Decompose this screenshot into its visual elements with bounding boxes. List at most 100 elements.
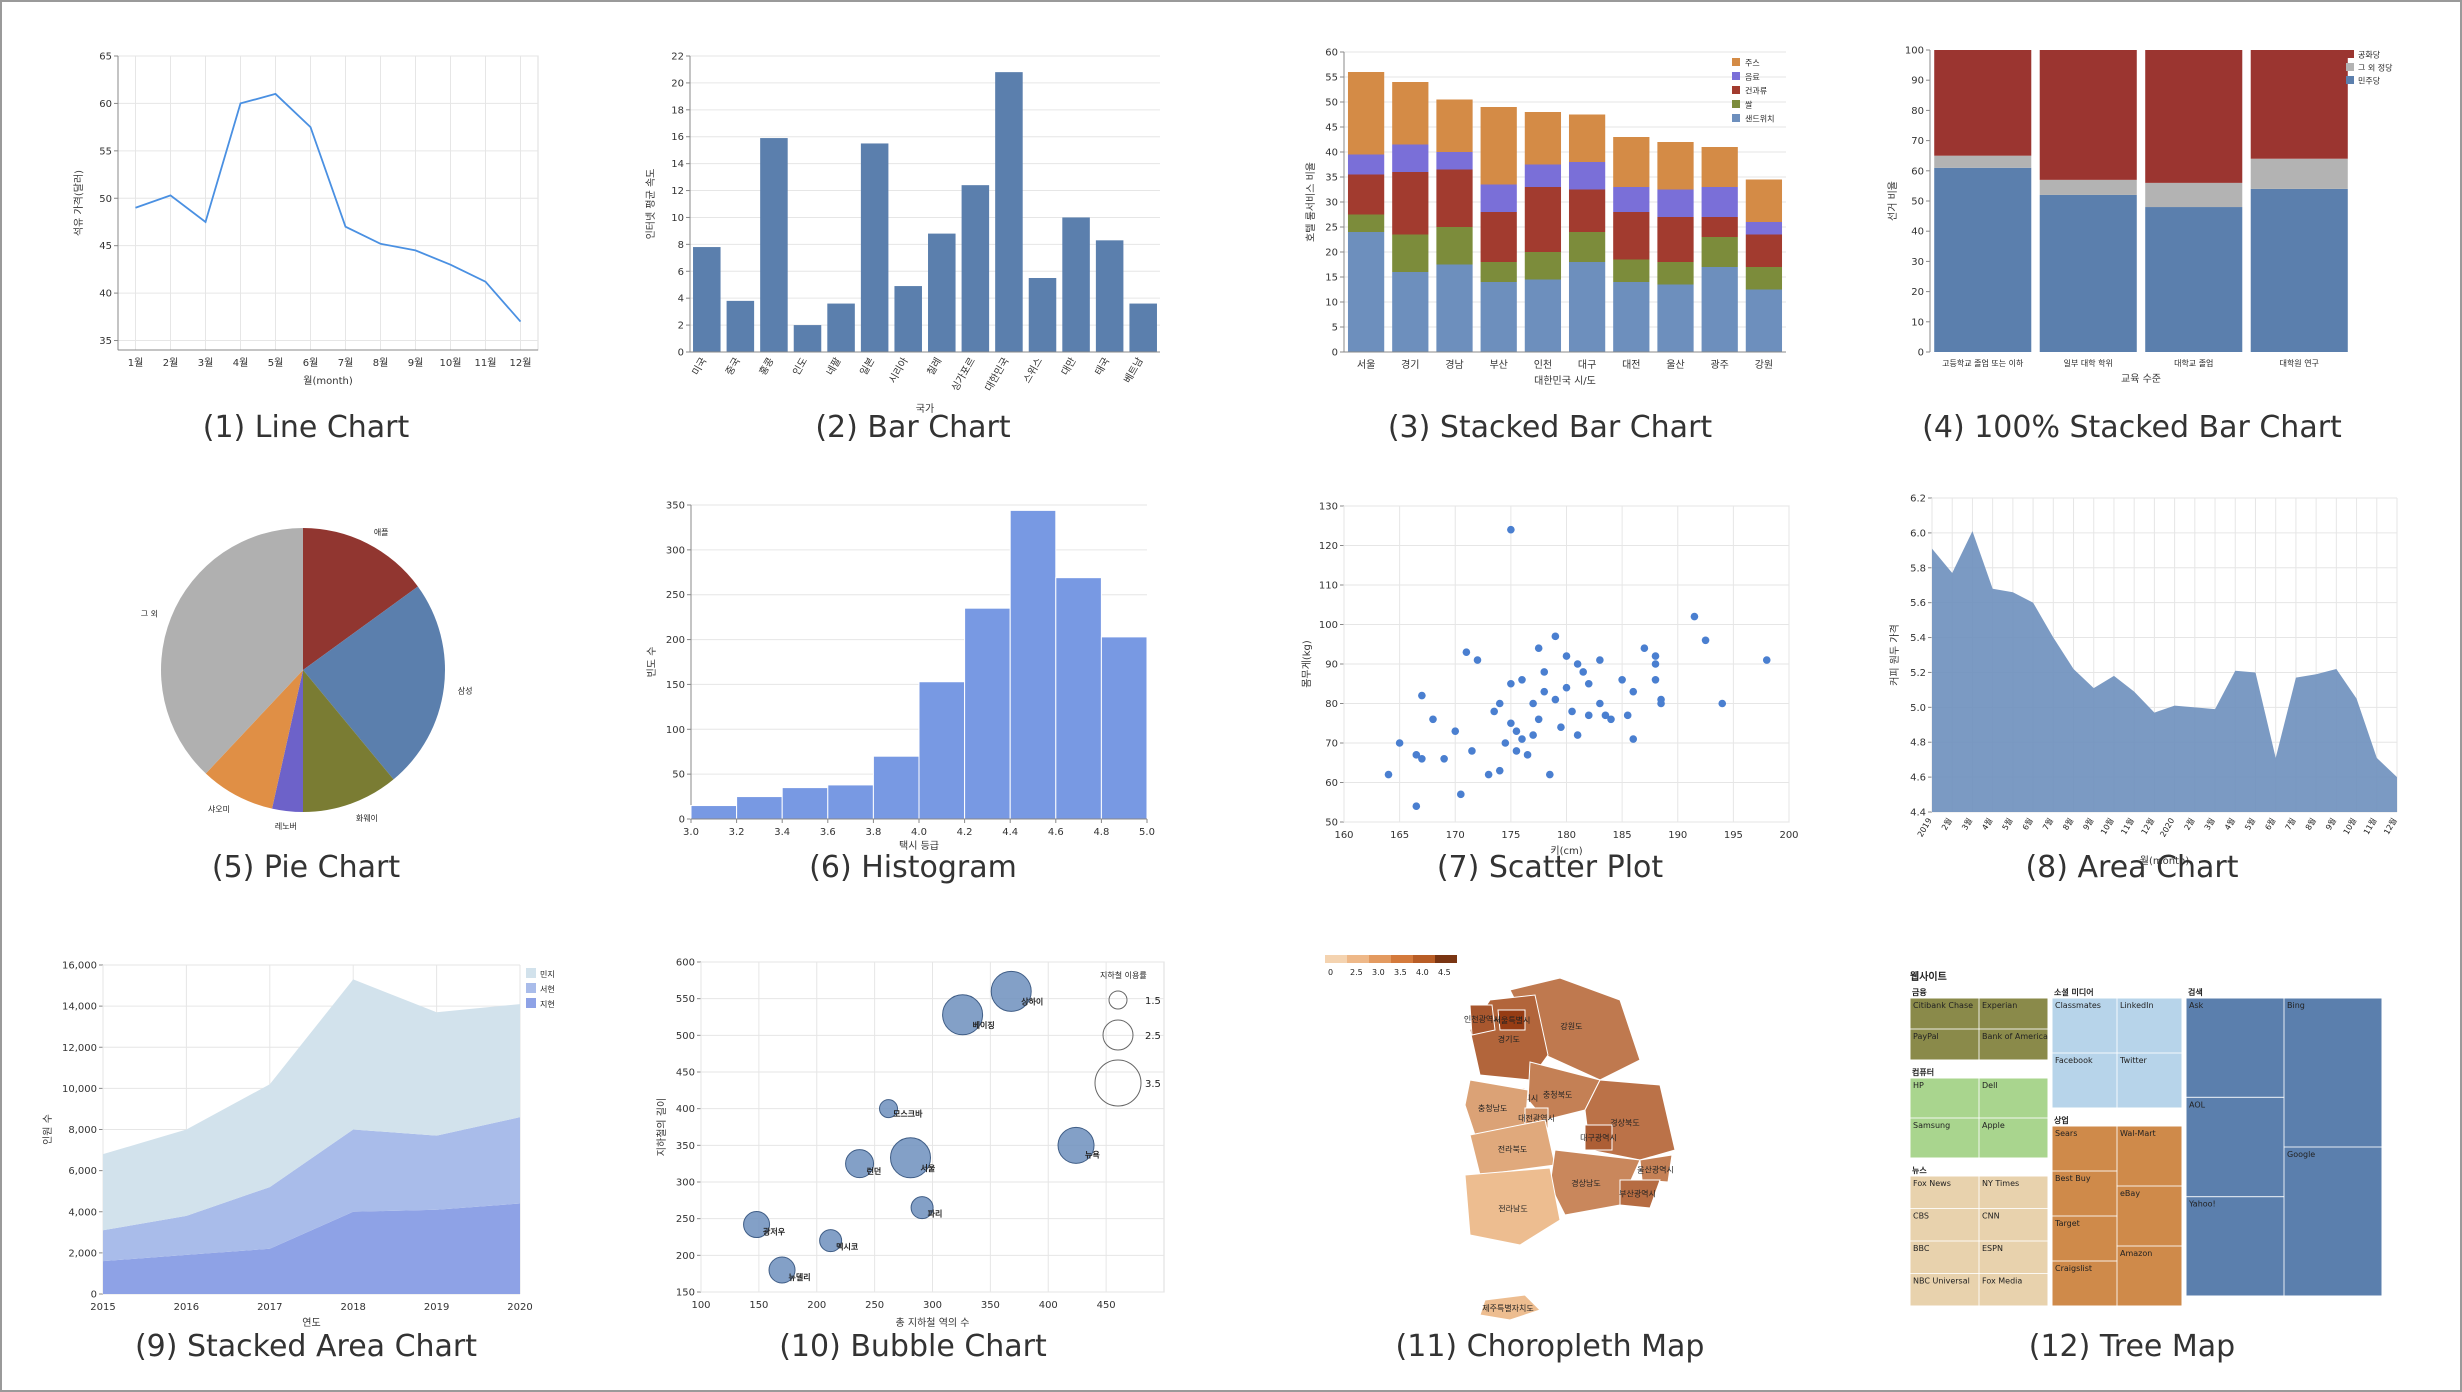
x-tick-label: 4.0 [911, 827, 927, 838]
treemap-cell-label: ESPN [1982, 1244, 2003, 1253]
bar-segment [2250, 158, 2348, 189]
x-axis-label: 월(month) [2140, 855, 2190, 867]
region-label: 대구광역시 [1580, 1133, 1617, 1143]
bar-segment [1524, 252, 1562, 280]
x-tick-label: 9월 [408, 357, 424, 369]
scatter-point [1534, 715, 1543, 724]
scatter-point [1718, 699, 1727, 708]
y-tick-label: 65 [99, 52, 112, 63]
chart-caption: (4) 100% Stacked Bar Chart [1922, 410, 2342, 445]
legend-label: 서현 [540, 985, 555, 994]
x-tick-label: 185 [1613, 830, 1632, 841]
treemap-cell-label: Twitter [2119, 1056, 2148, 1065]
slice-label: 그 외 [141, 609, 158, 619]
bar-segment [1568, 189, 1606, 232]
scatter-point [1623, 711, 1632, 720]
y-tick-label: 25 [1325, 223, 1338, 234]
bar-segment [1524, 112, 1562, 165]
treemap-cell-label: Target [2054, 1219, 2080, 1228]
y-tick-label: 350 [666, 501, 685, 512]
y-tick-label: 90 [1911, 76, 1924, 87]
pie-slice [303, 528, 418, 670]
region-label: 서울특별시 [1494, 1015, 1531, 1025]
chart-caption: (1) Line Chart [203, 410, 410, 445]
legend-ramp-step [1413, 955, 1435, 963]
y-tick-label: 6,000 [68, 1166, 97, 1177]
bar-segment [1568, 162, 1606, 190]
bar [827, 303, 855, 352]
scatter-point [1551, 695, 1560, 704]
scatter-point [1629, 735, 1638, 743]
chart-caption: (3) Stacked Bar Chart [1388, 410, 1713, 445]
scatter-plot: 50 60 70 80 90 100 110 120 130 160 165 170 175 180 185… [1301, 502, 1799, 858]
x-tick-label: 일부 대학 학위 [2064, 358, 2113, 368]
y-tick-label: 30 [1911, 257, 1924, 268]
x-tick-label: 대학교 졸업 [2174, 358, 2213, 368]
x-tick-label: 10월 [2098, 816, 2115, 836]
scatter-point [1507, 525, 1515, 534]
scatter-point [1651, 676, 1660, 684]
y-tick-label: 50 [1325, 818, 1338, 829]
bar-segment [1657, 217, 1694, 262]
y-tick-label: 50 [99, 194, 112, 205]
x-tick-label: 195 [1724, 830, 1743, 841]
bar-segment [1524, 279, 1562, 352]
bubble-label: 뉴욕 [1085, 1149, 1100, 1159]
legend-label: 민지 [540, 969, 555, 979]
x-tick-label: 7월 [2283, 816, 2298, 832]
bar-segment [1392, 272, 1429, 352]
pie-slice [205, 670, 303, 809]
scatter-point [1495, 766, 1504, 775]
bar-chart: 0 2 4 6 8 10 12 14 16 18 20 22 미국 중국 홍콩 인도 네팔 일본 시리아 칠레 싱가포르… [645, 52, 1160, 415]
y-tick-label: 4,000 [68, 1207, 97, 1218]
bar [760, 138, 788, 352]
bar-segment [1347, 214, 1385, 232]
treemap-cell-label: Amazon [2120, 1249, 2152, 1258]
y-tick-label: 80 [1325, 699, 1338, 710]
x-tick-label: 4월 [233, 357, 249, 369]
bar-segment [1657, 284, 1694, 352]
x-tick-label: 시리아 [887, 356, 911, 386]
bar-segment [1347, 174, 1385, 215]
legend-tick-label: 4.0 [1416, 968, 1429, 977]
line-chart: 35 40 45 50 55 60 65 1월 2월 3월 4월 5월 6월 7월 8월 9월 10월 11월 12… [72, 52, 539, 387]
x-tick-label: 2015 [90, 1302, 115, 1313]
bar-segment [1480, 184, 1517, 212]
map-region [1619, 1179, 1661, 1209]
bar-segment [1436, 264, 1473, 352]
x-tick-label: 3월 [2202, 816, 2217, 832]
chart-caption: (11) Choropleth Map [1396, 1329, 1705, 1364]
slice-label: 삼성 [458, 686, 473, 696]
y-tick-label: 20 [671, 78, 684, 89]
x-tick-label: 12월 [2381, 816, 2398, 836]
chart-caption: (7) Scatter Plot [1437, 850, 1664, 885]
scatter-point [1584, 679, 1593, 688]
legend-ramp-step [1347, 955, 1369, 963]
treemap-group-label: 뉴스 [1912, 1166, 1927, 1175]
scatter-point [1395, 739, 1404, 747]
y-tick-label: 80 [1911, 106, 1924, 117]
treemap-cell-label: Craigslist [2055, 1264, 2092, 1273]
legend-label: 지현 [540, 1000, 555, 1009]
histogram-bar [1009, 509, 1057, 820]
y-tick-label: 50 [672, 770, 685, 781]
slice-label: 애플 [374, 528, 389, 537]
x-tick-label: 중국 [723, 356, 743, 378]
bubble-label: 상하이 [1021, 996, 1043, 1006]
bar-segment [1745, 267, 1783, 290]
bar-segment [1701, 267, 1738, 352]
region-label: 강원도 [1560, 1021, 1582, 1031]
treemap-cell-label: NBC Universal [1913, 1277, 1970, 1286]
x-tick-label: 4월 [1979, 816, 1994, 832]
legend-ramp-step [1391, 955, 1413, 963]
bar-segment [1392, 144, 1429, 172]
treemap-cell [2283, 1146, 2383, 1297]
bar-segment [1934, 167, 2032, 352]
x-tick-label: 3.0 [683, 827, 699, 838]
bar-segment [1613, 137, 1650, 187]
map-region [1469, 1004, 1496, 1036]
x-tick-label: 12월 [510, 357, 532, 369]
x-tick-label: 3.6 [820, 827, 836, 838]
x-tick-label: 6월 [303, 357, 319, 369]
